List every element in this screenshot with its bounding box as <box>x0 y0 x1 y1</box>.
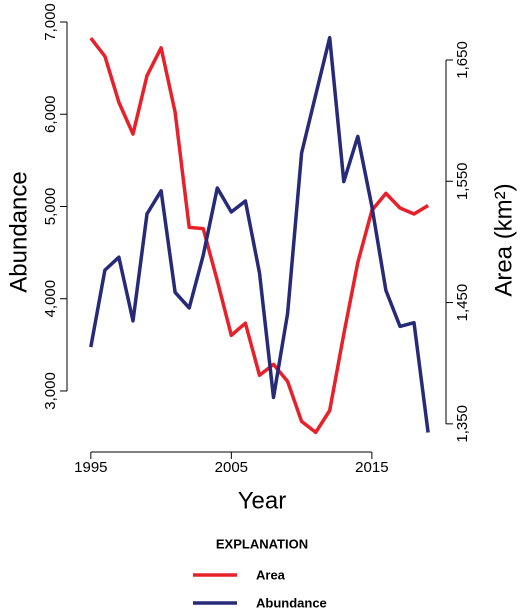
y-tick-label: 5,000 <box>42 188 59 226</box>
x-tick-label: 2015 <box>355 459 388 476</box>
y2-tick-label: 1,650 <box>454 41 471 79</box>
legend-label: Abundance <box>256 595 327 610</box>
y2-tick-label: 1,450 <box>454 284 471 322</box>
y-tick-label: 4,000 <box>42 280 59 318</box>
y-tick-label: 6,000 <box>42 95 59 133</box>
y-tick-label: 7,000 <box>42 3 59 41</box>
legend-title: EXPLANATION <box>216 536 308 551</box>
legend-label: Area <box>256 567 286 582</box>
x-tick-label: 2005 <box>215 459 248 476</box>
data-line <box>89 35 430 433</box>
x-tick-label: 1995 <box>74 459 107 476</box>
x-axis-title: Year <box>238 487 287 514</box>
y-tick-label: 3,000 <box>42 372 59 410</box>
y2-axis-title: Area (km²) <box>490 183 517 296</box>
y2-tick-label: 1,550 <box>454 162 471 200</box>
y-axis-title: Abundance <box>5 171 32 292</box>
y2-tick-label: 1,350 <box>454 405 471 443</box>
